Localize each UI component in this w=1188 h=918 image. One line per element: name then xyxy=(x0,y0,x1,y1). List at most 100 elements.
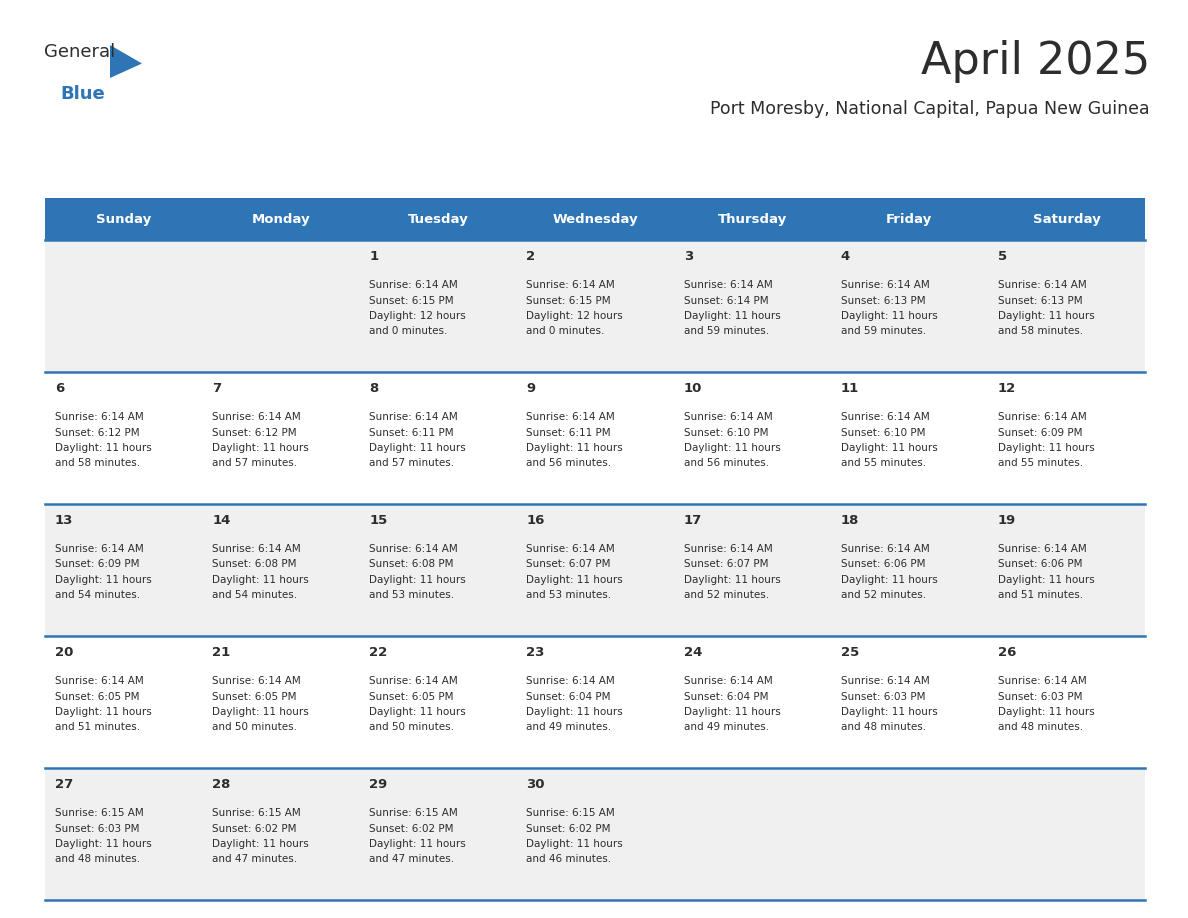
Text: 1: 1 xyxy=(369,250,379,263)
Text: Friday: Friday xyxy=(886,212,933,226)
Text: Sunset: 6:11 PM: Sunset: 6:11 PM xyxy=(369,428,454,438)
Text: and 48 minutes.: and 48 minutes. xyxy=(841,722,925,733)
Text: Daylight: 11 hours: Daylight: 11 hours xyxy=(841,707,937,717)
Text: 12: 12 xyxy=(998,382,1016,395)
Text: and 0 minutes.: and 0 minutes. xyxy=(526,327,605,337)
Text: Sunset: 6:13 PM: Sunset: 6:13 PM xyxy=(841,296,925,306)
Text: and 57 minutes.: and 57 minutes. xyxy=(369,458,455,468)
Text: 15: 15 xyxy=(369,514,387,527)
Text: Daylight: 11 hours: Daylight: 11 hours xyxy=(841,443,937,453)
Text: Sunrise: 6:14 AM: Sunrise: 6:14 AM xyxy=(683,412,772,422)
Text: 2: 2 xyxy=(526,250,536,263)
Text: Sunrise: 6:14 AM: Sunrise: 6:14 AM xyxy=(841,544,929,554)
Text: and 56 minutes.: and 56 minutes. xyxy=(526,458,612,468)
Text: and 59 minutes.: and 59 minutes. xyxy=(683,327,769,337)
Text: Sunrise: 6:15 AM: Sunrise: 6:15 AM xyxy=(526,808,615,818)
Text: Sunrise: 6:14 AM: Sunrise: 6:14 AM xyxy=(369,544,459,554)
Text: Sunset: 6:02 PM: Sunset: 6:02 PM xyxy=(526,823,611,834)
Text: and 50 minutes.: and 50 minutes. xyxy=(213,722,297,733)
Bar xyxy=(45,636,1145,768)
Text: Sunset: 6:05 PM: Sunset: 6:05 PM xyxy=(369,691,454,701)
Text: 7: 7 xyxy=(213,382,221,395)
Text: Port Moresby, National Capital, Papua New Guinea: Port Moresby, National Capital, Papua Ne… xyxy=(710,100,1150,118)
Text: 27: 27 xyxy=(55,778,74,791)
Bar xyxy=(830,198,988,240)
Text: Monday: Monday xyxy=(252,212,310,226)
Text: Daylight: 11 hours: Daylight: 11 hours xyxy=(998,575,1094,585)
Text: Sunrise: 6:14 AM: Sunrise: 6:14 AM xyxy=(526,280,615,290)
Text: Blue: Blue xyxy=(61,85,105,103)
Text: Sunrise: 6:14 AM: Sunrise: 6:14 AM xyxy=(683,676,772,686)
Text: Daylight: 11 hours: Daylight: 11 hours xyxy=(213,575,309,585)
Text: 13: 13 xyxy=(55,514,74,527)
Text: 25: 25 xyxy=(841,646,859,659)
Text: Daylight: 11 hours: Daylight: 11 hours xyxy=(369,839,466,849)
Text: Sunset: 6:09 PM: Sunset: 6:09 PM xyxy=(998,428,1082,438)
Text: Sunrise: 6:14 AM: Sunrise: 6:14 AM xyxy=(998,412,1087,422)
Text: 23: 23 xyxy=(526,646,545,659)
Text: Daylight: 11 hours: Daylight: 11 hours xyxy=(526,443,624,453)
Bar xyxy=(45,504,1145,636)
Text: and 51 minutes.: and 51 minutes. xyxy=(998,590,1083,600)
Text: Sunrise: 6:14 AM: Sunrise: 6:14 AM xyxy=(55,412,144,422)
Text: Sunrise: 6:14 AM: Sunrise: 6:14 AM xyxy=(683,544,772,554)
Text: Sunrise: 6:15 AM: Sunrise: 6:15 AM xyxy=(369,808,459,818)
Text: Daylight: 11 hours: Daylight: 11 hours xyxy=(55,575,152,585)
Text: Sunrise: 6:14 AM: Sunrise: 6:14 AM xyxy=(213,412,301,422)
Text: and 59 minutes.: and 59 minutes. xyxy=(841,327,925,337)
Text: and 47 minutes.: and 47 minutes. xyxy=(369,855,455,865)
Text: Sunset: 6:07 PM: Sunset: 6:07 PM xyxy=(683,559,769,569)
Text: 22: 22 xyxy=(369,646,387,659)
Text: Sunset: 6:13 PM: Sunset: 6:13 PM xyxy=(998,296,1082,306)
Text: Sunrise: 6:14 AM: Sunrise: 6:14 AM xyxy=(526,676,615,686)
Text: Sunset: 6:03 PM: Sunset: 6:03 PM xyxy=(998,691,1082,701)
Text: and 58 minutes.: and 58 minutes. xyxy=(55,458,140,468)
Text: Sunset: 6:14 PM: Sunset: 6:14 PM xyxy=(683,296,769,306)
Text: Sunset: 6:02 PM: Sunset: 6:02 PM xyxy=(213,823,297,834)
Text: and 54 minutes.: and 54 minutes. xyxy=(213,590,297,600)
Text: Sunset: 6:05 PM: Sunset: 6:05 PM xyxy=(213,691,297,701)
Text: Daylight: 11 hours: Daylight: 11 hours xyxy=(213,707,309,717)
Text: 3: 3 xyxy=(683,250,693,263)
Text: Sunset: 6:03 PM: Sunset: 6:03 PM xyxy=(841,691,925,701)
Text: Sunset: 6:06 PM: Sunset: 6:06 PM xyxy=(998,559,1082,569)
Text: 18: 18 xyxy=(841,514,859,527)
Text: Sunset: 6:15 PM: Sunset: 6:15 PM xyxy=(369,296,454,306)
Text: Daylight: 11 hours: Daylight: 11 hours xyxy=(526,575,624,585)
Text: Daylight: 12 hours: Daylight: 12 hours xyxy=(369,311,466,321)
Text: Sunrise: 6:14 AM: Sunrise: 6:14 AM xyxy=(526,412,615,422)
Text: Sunset: 6:04 PM: Sunset: 6:04 PM xyxy=(683,691,769,701)
Text: Daylight: 11 hours: Daylight: 11 hours xyxy=(213,443,309,453)
Text: Daylight: 11 hours: Daylight: 11 hours xyxy=(213,839,309,849)
Text: Daylight: 11 hours: Daylight: 11 hours xyxy=(526,839,624,849)
Text: 28: 28 xyxy=(213,778,230,791)
Text: and 46 minutes.: and 46 minutes. xyxy=(526,855,612,865)
Text: Daylight: 11 hours: Daylight: 11 hours xyxy=(998,707,1094,717)
Text: Daylight: 11 hours: Daylight: 11 hours xyxy=(55,443,152,453)
Bar xyxy=(202,198,359,240)
Bar xyxy=(45,198,202,240)
Text: and 58 minutes.: and 58 minutes. xyxy=(998,327,1083,337)
Text: Daylight: 11 hours: Daylight: 11 hours xyxy=(369,443,466,453)
Text: and 49 minutes.: and 49 minutes. xyxy=(683,722,769,733)
Text: and 55 minutes.: and 55 minutes. xyxy=(998,458,1083,468)
Text: Sunrise: 6:14 AM: Sunrise: 6:14 AM xyxy=(213,544,301,554)
Text: Daylight: 11 hours: Daylight: 11 hours xyxy=(683,707,781,717)
Text: and 53 minutes.: and 53 minutes. xyxy=(369,590,455,600)
Text: and 0 minutes.: and 0 minutes. xyxy=(369,327,448,337)
Text: Sunrise: 6:14 AM: Sunrise: 6:14 AM xyxy=(526,544,615,554)
Text: Sunrise: 6:14 AM: Sunrise: 6:14 AM xyxy=(998,544,1087,554)
Text: Sunset: 6:12 PM: Sunset: 6:12 PM xyxy=(55,428,140,438)
Text: Sunrise: 6:14 AM: Sunrise: 6:14 AM xyxy=(998,676,1087,686)
Text: Sunrise: 6:14 AM: Sunrise: 6:14 AM xyxy=(369,280,459,290)
Text: and 52 minutes.: and 52 minutes. xyxy=(841,590,925,600)
Text: Sunrise: 6:15 AM: Sunrise: 6:15 AM xyxy=(55,808,144,818)
Text: 29: 29 xyxy=(369,778,387,791)
Text: Daylight: 11 hours: Daylight: 11 hours xyxy=(841,575,937,585)
Text: Sunrise: 6:14 AM: Sunrise: 6:14 AM xyxy=(841,280,929,290)
Text: Sunrise: 6:14 AM: Sunrise: 6:14 AM xyxy=(55,676,144,686)
Text: April 2025: April 2025 xyxy=(921,40,1150,83)
Text: General: General xyxy=(44,43,115,61)
Text: Sunset: 6:04 PM: Sunset: 6:04 PM xyxy=(526,691,611,701)
Text: and 57 minutes.: and 57 minutes. xyxy=(213,458,297,468)
